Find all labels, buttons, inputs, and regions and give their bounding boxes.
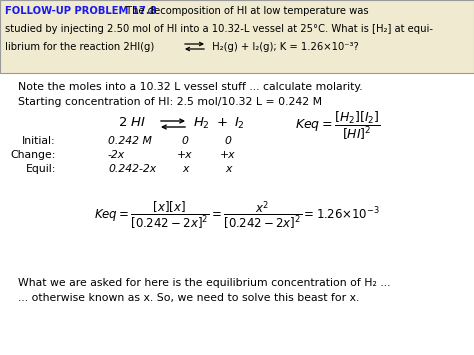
Text: x: x — [182, 164, 188, 174]
Text: The decomposition of HI at low temperature was: The decomposition of HI at low temperatu… — [123, 6, 369, 16]
Text: +x: +x — [220, 150, 236, 160]
Text: Starting concentration of HI: 2.5 mol/10.32 L = 0.242 M: Starting concentration of HI: 2.5 mol/10… — [18, 97, 322, 107]
Text: Note the moles into a 10.32 L vessel stuff ... calculate molarity.: Note the moles into a 10.32 L vessel stu… — [18, 82, 363, 92]
Text: FOLLOW-UP PROBLEM 17.8: FOLLOW-UP PROBLEM 17.8 — [5, 6, 157, 16]
Text: 0.242-2x: 0.242-2x — [108, 164, 156, 174]
Text: 0: 0 — [182, 136, 189, 146]
Text: +x: +x — [177, 150, 193, 160]
Text: $\mathit{Keq} = \dfrac{[H_2][I_2]}{[HI]^2}$: $\mathit{Keq} = \dfrac{[H_2][I_2]}{[HI]^… — [295, 110, 381, 142]
Text: What we are asked for here is the equilibrium concentration of H₂ ...: What we are asked for here is the equili… — [18, 278, 391, 288]
Text: $2\ HI$: $2\ HI$ — [118, 116, 146, 129]
Text: H₂(g) + I₂(g); K⁣ = 1.26×10⁻³?: H₂(g) + I₂(g); K⁣ = 1.26×10⁻³? — [209, 42, 359, 52]
Text: Initial:: Initial: — [22, 136, 56, 146]
Text: $H_2\ +\ I_2$: $H_2\ +\ I_2$ — [193, 116, 245, 131]
Text: librium for the reaction 2HI(g): librium for the reaction 2HI(g) — [5, 42, 157, 52]
Text: ... otherwise known as x. So, we need to solve this beast for x.: ... otherwise known as x. So, we need to… — [18, 293, 359, 303]
Text: Equil:: Equil: — [26, 164, 56, 174]
Text: -2x: -2x — [108, 150, 125, 160]
Text: $\mathit{Keq} = \dfrac{[x][x]}{[0.242-2x]^2} = \dfrac{x^2}{[0.242-2x]^2} = 1.26{: $\mathit{Keq} = \dfrac{[x][x]}{[0.242-2x… — [94, 200, 380, 233]
FancyBboxPatch shape — [0, 0, 474, 73]
Text: Change:: Change: — [10, 150, 56, 160]
Text: 0.242 M: 0.242 M — [108, 136, 152, 146]
Text: studied by injecting 2.50 mol of HI into a 10.32-L vessel at 25°C. What is [H₂] : studied by injecting 2.50 mol of HI into… — [5, 24, 433, 34]
Text: x: x — [225, 164, 231, 174]
Text: 0: 0 — [225, 136, 231, 146]
